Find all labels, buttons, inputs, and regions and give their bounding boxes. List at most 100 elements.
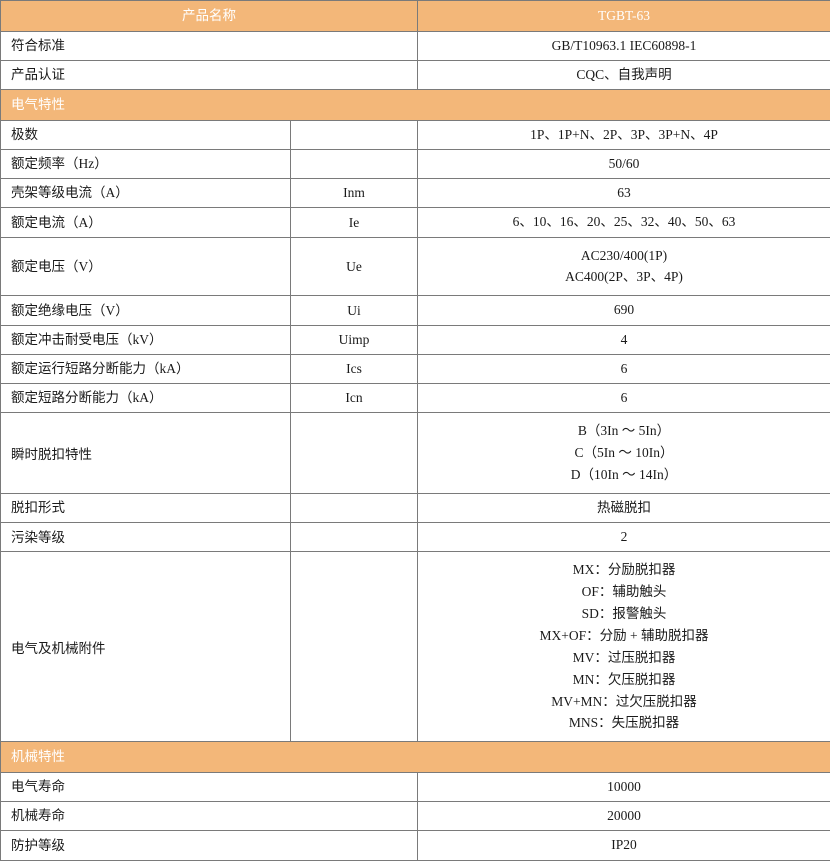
table-row: 机械寿命 20000 <box>1 802 830 831</box>
row-symbol <box>291 160 417 168</box>
row-symbol-cell <box>291 413 418 494</box>
value-line: MV+MN：过欠压脱扣器 <box>424 691 824 713</box>
row-value: 50/60 <box>418 150 830 178</box>
row-label-cell: 额定绝缘电压（V） <box>1 296 291 325</box>
row-symbol-ics: Ics <box>291 355 417 383</box>
row-value-cell: 6 <box>418 384 830 413</box>
row-value: 10000 <box>418 773 830 801</box>
value-line: MX+OF：分励 + 辅助脱扣器 <box>424 625 824 647</box>
row-symbol-icn: Icn <box>291 384 417 412</box>
row-value-cell: 热磁脱扣 <box>418 493 830 522</box>
row-label: 壳架等级电流（A） <box>1 179 290 207</box>
table-row: 污染等级 2 <box>1 523 830 552</box>
row-value-cell: 1P、1P+N、2P、3P、3P+N、4P <box>418 120 830 149</box>
row-value: IP20 <box>418 831 830 859</box>
row-label: 额定频率（Hz） <box>1 150 290 178</box>
row-label-cell: 额定运行短路分断能力（kA） <box>1 354 291 383</box>
row-value: GB/T10963.1 IEC60898-1 <box>418 32 830 60</box>
row-symbol-cell: Uimp <box>291 325 418 354</box>
table-row: 额定冲击耐受电压（kV） Uimp 4 <box>1 325 830 354</box>
table-row: 脱扣形式 热磁脱扣 <box>1 493 830 522</box>
row-label-cell: 产品认证 <box>1 60 418 89</box>
table-row: 额定电流（A） Ie 6、10、16、20、25、32、40、50、63 <box>1 208 830 237</box>
row-value: 690 <box>418 296 830 324</box>
row-symbol-ie: Ie <box>291 209 417 237</box>
table-row: 符合标准 GB/T10963.1 IEC60898-1 <box>1 31 830 60</box>
row-label-cell: 极数 <box>1 120 291 149</box>
value-line: D（10In ～ 14In） <box>424 464 824 486</box>
value-line: AC400(2P、3P、4P) <box>424 266 824 288</box>
row-label: 污染等级 <box>1 524 290 552</box>
value-line: MNS：失压脱扣器 <box>424 712 824 734</box>
row-symbol <box>291 449 417 457</box>
row-value-cell: 2 <box>418 523 830 552</box>
table-row: 壳架等级电流（A） Inm 63 <box>1 179 830 208</box>
value-line: MV：过压脱扣器 <box>424 647 824 669</box>
table-header-row: 产品名称 TGBT-63 <box>1 1 830 32</box>
row-value: 热磁脱扣 <box>418 494 830 522</box>
section-title-electrical: 电气特性 <box>1 90 830 120</box>
row-label: 产品认证 <box>1 61 417 89</box>
row-symbol-cell: Inm <box>291 179 418 208</box>
value-line: MX：分励脱扣器 <box>424 559 824 581</box>
row-label-cell: 机械寿命 <box>1 802 418 831</box>
row-label-cell: 污染等级 <box>1 523 291 552</box>
value-line: C（5In ～ 10In） <box>424 442 824 464</box>
table-row: 产品认证 CQC、自我声明 <box>1 60 830 89</box>
section-title-mechanical: 机械特性 <box>1 742 830 772</box>
row-label: 额定冲击耐受电压（kV） <box>1 326 290 354</box>
row-label: 额定短路分断能力（kA） <box>1 384 290 412</box>
header-product-model: TGBT-63 <box>418 1 830 31</box>
row-value-cell: 4 <box>418 325 830 354</box>
section-header-cell: 电气特性 <box>1 90 830 121</box>
value-line: AC230/400(1P) <box>424 245 824 267</box>
row-label: 额定运行短路分断能力（kA） <box>1 355 290 383</box>
row-label-cell: 电气寿命 <box>1 772 418 801</box>
table-row: 额定短路分断能力（kA） Icn 6 <box>1 384 830 413</box>
header-value-cell: TGBT-63 <box>418 1 830 32</box>
row-value-cell: MX：分励脱扣器 OF：辅助触头 SD：报警触头 MX+OF：分励 + 辅助脱扣… <box>418 552 830 742</box>
row-symbol-cell <box>291 149 418 178</box>
row-symbol <box>291 131 417 139</box>
row-value-cell: 20000 <box>418 802 830 831</box>
row-label-cell: 额定电压（V） <box>1 237 291 296</box>
row-symbol <box>291 504 417 512</box>
table-row: 电气寿命 10000 <box>1 772 830 801</box>
row-label: 极数 <box>1 121 290 149</box>
row-label-cell: 瞬时脱扣特性 <box>1 413 291 494</box>
row-symbol-cell: Icn <box>291 384 418 413</box>
row-label: 防护等级 <box>1 832 417 860</box>
row-value-cell: B（3In ～ 5In） C（5In ～ 10In） D（10In ～ 14In… <box>418 413 830 494</box>
row-symbol-cell: Ue <box>291 237 418 296</box>
row-value-cell: 6 <box>418 354 830 383</box>
table-row-accessories: 电气及机械附件 MX：分励脱扣器 OF：辅助触头 SD：报警触头 MX+OF：分… <box>1 552 830 742</box>
table-row: 额定运行短路分断能力（kA） Ics 6 <box>1 354 830 383</box>
row-symbol <box>291 533 417 541</box>
row-label: 机械寿命 <box>1 802 417 830</box>
row-symbol-cell <box>291 552 418 742</box>
row-value: 2 <box>418 523 830 551</box>
row-symbol-cell: Ics <box>291 354 418 383</box>
row-value-cell: 10000 <box>418 772 830 801</box>
row-symbol-cell <box>291 120 418 149</box>
row-label-cell: 电气及机械附件 <box>1 552 291 742</box>
row-value: 20000 <box>418 802 830 830</box>
row-value: 6、10、16、20、25、32、40、50、63 <box>418 208 830 236</box>
row-value-cell: CQC、自我声明 <box>418 60 830 89</box>
row-symbol-cell: Ui <box>291 296 418 325</box>
row-label-cell: 额定冲击耐受电压（kV） <box>1 325 291 354</box>
table-row: 防护等级 IP20 <box>1 831 830 860</box>
table-row: 额定绝缘电压（V） Ui 690 <box>1 296 830 325</box>
row-symbol-cell <box>291 523 418 552</box>
row-label-cell: 额定短路分断能力（kA） <box>1 384 291 413</box>
section-header-mechanical: 机械特性 <box>1 742 830 773</box>
row-symbol-ue: Ue <box>291 253 417 281</box>
table-row-rated-voltage: 额定电压（V） Ue AC230/400(1P) AC400(2P、3P、4P) <box>1 237 830 296</box>
row-label: 额定绝缘电压（V） <box>1 297 290 325</box>
table-row: 极数 1P、1P+N、2P、3P、3P+N、4P <box>1 120 830 149</box>
row-value: 1P、1P+N、2P、3P、3P+N、4P <box>418 121 830 149</box>
row-value-cell: AC230/400(1P) AC400(2P、3P、4P) <box>418 237 830 296</box>
row-value-cell: 63 <box>418 179 830 208</box>
